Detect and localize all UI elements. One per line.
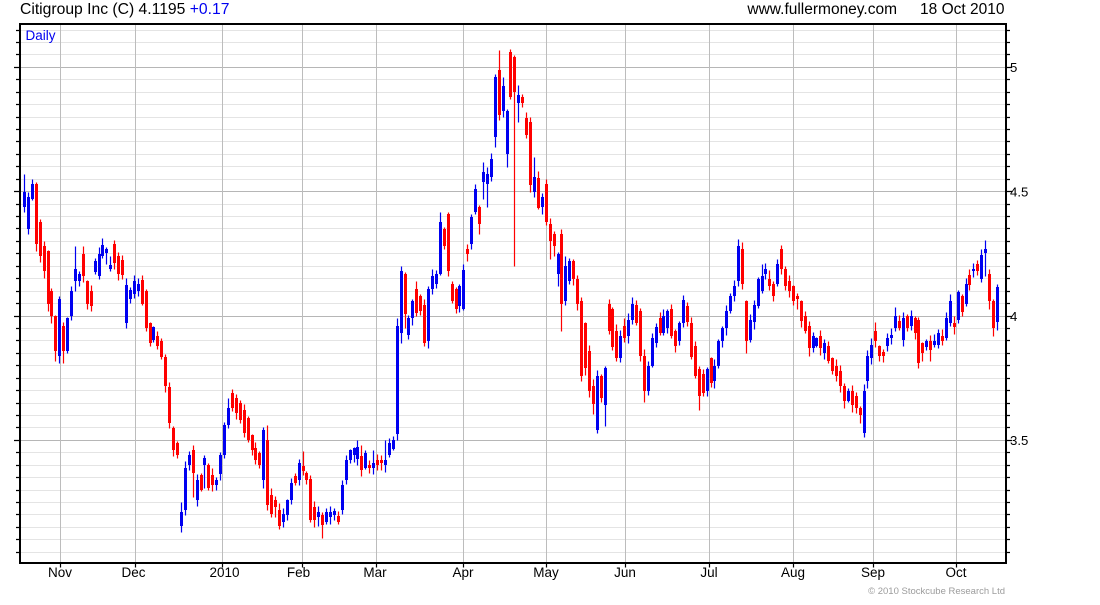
svg-text:18 Oct 2010: 18 Oct 2010 xyxy=(920,1,1005,18)
svg-text:© 2010 Stockcube Research Ltd: © 2010 Stockcube Research Ltd xyxy=(868,586,1005,597)
svg-text:Nov: Nov xyxy=(48,565,72,580)
svg-text:Feb: Feb xyxy=(287,565,310,580)
svg-text:3.5: 3.5 xyxy=(1010,433,1028,448)
svg-text:4: 4 xyxy=(1010,309,1017,324)
svg-text:4.5: 4.5 xyxy=(1010,185,1028,200)
svg-text:May: May xyxy=(533,565,559,580)
svg-text:Jul: Jul xyxy=(700,565,717,580)
svg-text:Sep: Sep xyxy=(861,565,885,580)
svg-text:2010: 2010 xyxy=(209,565,239,580)
svg-text:Oct: Oct xyxy=(945,565,966,580)
svg-text:Apr: Apr xyxy=(452,565,474,580)
svg-text:Mar: Mar xyxy=(363,565,387,580)
svg-text:Dec: Dec xyxy=(121,565,145,580)
svg-text:Jun: Jun xyxy=(614,565,636,580)
svg-text:Citigroup Inc (C) 4.1195 +0.17: Citigroup Inc (C) 4.1195 +0.17 xyxy=(20,1,229,18)
svg-text:www.fullermoney.com: www.fullermoney.com xyxy=(746,1,897,18)
svg-text:5: 5 xyxy=(1010,60,1017,75)
svg-text:Daily: Daily xyxy=(26,28,56,43)
svg-text:Aug: Aug xyxy=(781,565,805,580)
